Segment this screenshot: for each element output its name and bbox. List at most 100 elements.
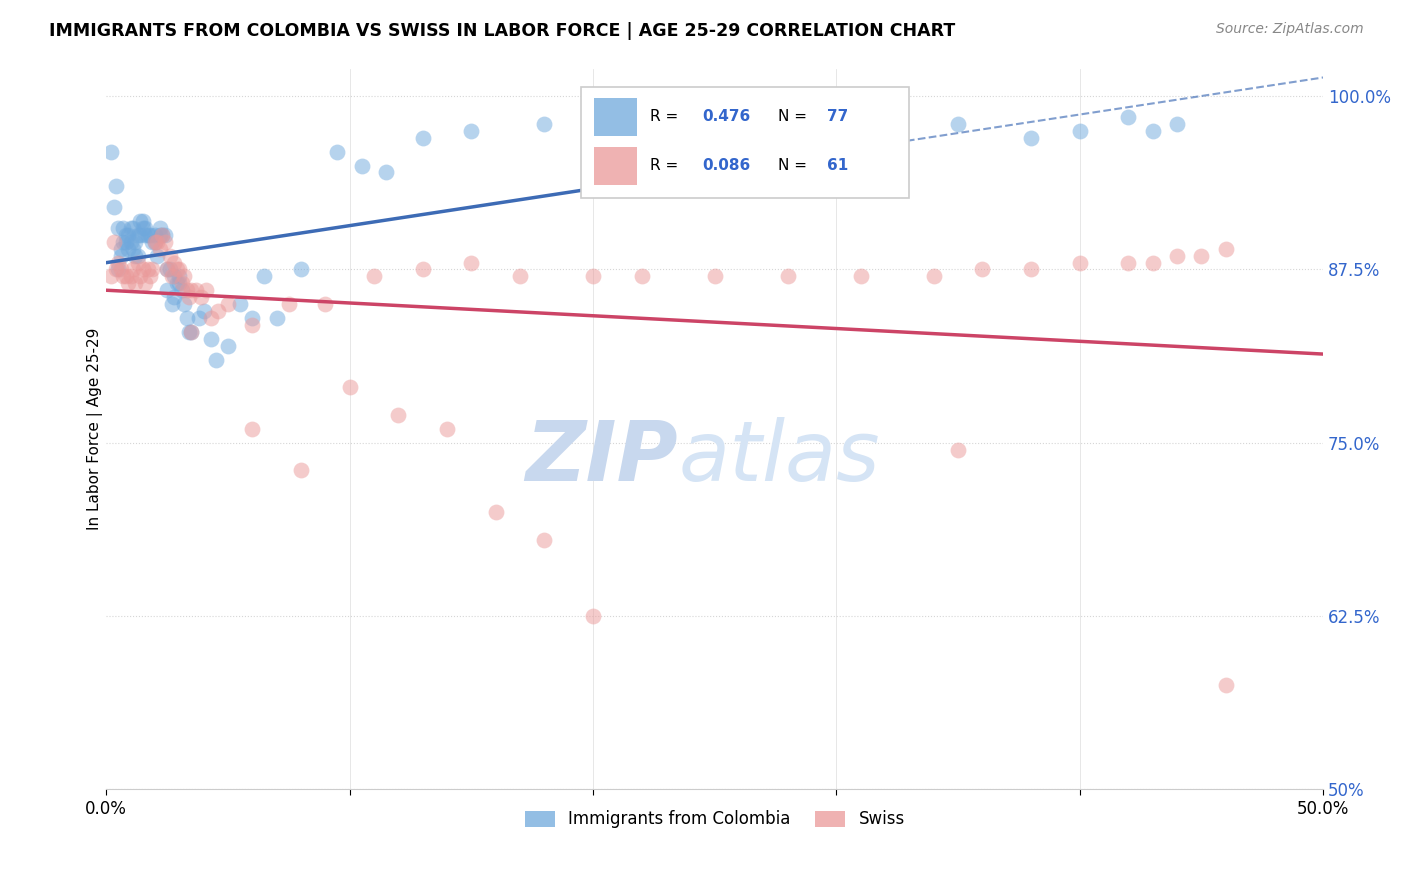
Point [127,227,149,242]
Point [143,235,166,249]
Point [150,227,173,242]
Point [1166,249,1188,263]
Point [170,283,193,297]
Point [533,533,555,547]
Point [149,227,172,242]
Text: ZIP: ZIP [526,417,678,499]
Point [167,277,190,291]
Text: Source: ZipAtlas.com: Source: ZipAtlas.com [1216,22,1364,37]
Point [533,117,555,131]
Point [240,422,263,436]
Point [253,269,276,284]
Point [149,220,172,235]
Point [240,310,263,325]
Point [143,227,166,242]
Point [139,227,162,242]
Point [1069,255,1091,269]
Point [103,235,125,249]
Point [1166,117,1188,131]
Point [946,117,969,131]
Point [703,124,725,138]
Point [153,235,176,249]
Point [120,235,142,249]
Point [776,269,799,284]
Point [159,262,181,277]
Point [141,262,163,277]
Text: atlas: atlas [678,417,880,499]
Point [436,422,458,436]
Point [200,310,222,325]
Point [129,227,152,242]
Point [350,159,373,173]
Point [180,325,202,339]
Point [134,227,156,242]
Point [180,325,202,339]
Point [112,269,135,284]
Point [1069,124,1091,138]
Point [1142,124,1164,138]
Point [180,283,202,297]
Point [176,310,198,325]
Point [153,227,176,242]
Point [167,262,190,277]
Point [173,297,195,311]
Point [163,269,186,284]
Point [112,220,135,235]
Point [460,255,482,269]
Point [801,124,824,138]
Point [1142,255,1164,269]
Point [107,220,129,235]
Point [149,242,172,256]
Point [127,249,149,263]
Point [485,505,508,519]
Point [156,262,179,277]
Point [849,269,872,284]
Point [100,145,122,159]
Point [167,269,190,284]
Point [122,242,145,256]
Point [100,269,122,284]
Point [110,262,132,277]
Point [186,283,208,297]
Point [156,262,179,277]
Point [314,297,336,311]
Point [1215,242,1237,256]
Point [509,269,531,284]
Point [132,214,155,228]
Point [290,262,312,277]
Point [132,220,155,235]
Point [114,269,136,284]
Point [120,269,142,284]
Point [107,255,129,269]
Point [143,235,166,249]
Point [104,179,127,194]
Point [1215,678,1237,692]
Point [117,242,139,256]
Point [606,124,628,138]
Point [110,242,132,256]
Point [229,297,252,311]
Point [122,262,145,277]
Point [159,249,181,263]
Point [290,463,312,477]
Point [134,220,156,235]
Text: IMMIGRANTS FROM COLOMBIA VS SWISS IN LABOR FORCE | AGE 25-29 CORRELATION CHART: IMMIGRANTS FROM COLOMBIA VS SWISS IN LAB… [49,22,956,40]
Point [166,277,188,291]
Point [412,262,434,277]
Point [124,249,146,263]
Point [582,609,605,624]
Point [141,235,163,249]
Point [134,277,156,291]
Point [217,297,239,311]
Point [156,283,179,297]
Point [177,290,200,304]
Point [946,442,969,457]
Point [630,269,652,284]
Point [972,262,994,277]
Point [132,262,155,277]
Point [1019,131,1042,145]
Point [277,297,299,311]
Point [170,277,193,291]
Point [136,227,159,242]
Point [114,235,136,249]
